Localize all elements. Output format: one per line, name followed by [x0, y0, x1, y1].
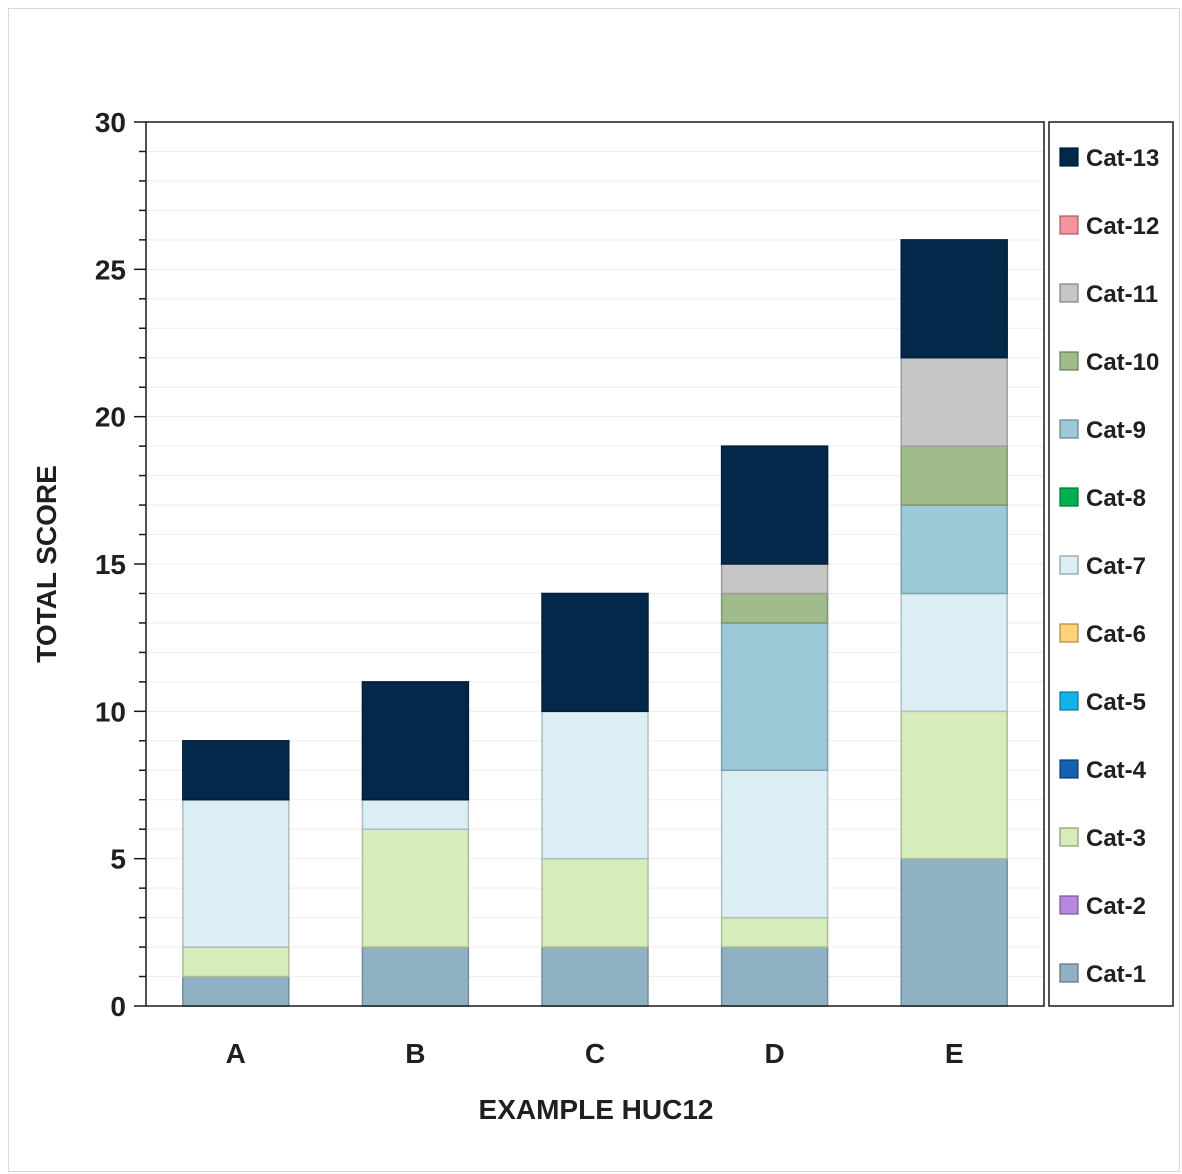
legend-label: Cat-3	[1086, 825, 1146, 852]
legend-swatch	[1059, 827, 1079, 847]
legend-swatch	[1059, 487, 1079, 507]
y-tick-label: 15	[95, 549, 126, 580]
bar-segment-cat-3	[541, 857, 649, 948]
y-tick-label: 30	[95, 107, 126, 138]
legend-swatch	[1059, 147, 1079, 167]
legend-label: Cat-4	[1086, 757, 1147, 784]
bar-segment-cat-1	[720, 946, 829, 1007]
bar-segment-cat-10	[720, 592, 829, 624]
bar-segment-cat-7	[541, 710, 649, 860]
legend-swatch	[1059, 623, 1079, 643]
bar-segment-cat-10	[900, 445, 1008, 506]
bar-segment-cat-11	[720, 563, 829, 595]
legend-swatch	[1059, 895, 1079, 915]
y-tick-label: 20	[95, 402, 126, 433]
legend-label: Cat-10	[1086, 349, 1159, 376]
bar-segment-cat-3	[182, 946, 290, 978]
bar-segment-cat-3	[720, 916, 829, 948]
legend-swatch	[1059, 963, 1079, 983]
y-tick-label: 0	[110, 991, 126, 1022]
x-tick-label: B	[405, 1038, 425, 1069]
bars	[182, 239, 1008, 1007]
x-tick-label: E	[945, 1038, 964, 1069]
bar-segment-cat-1	[541, 946, 649, 1007]
legend-label: Cat-1	[1086, 961, 1146, 988]
bar-segment-cat-7	[720, 769, 829, 919]
x-tick-label: D	[764, 1038, 784, 1069]
bar-segment-cat-13	[541, 592, 649, 713]
bar-segment-cat-7	[900, 592, 1008, 713]
legend-label: Cat-7	[1086, 553, 1146, 580]
x-tick-label: A	[226, 1038, 246, 1069]
y-tick-label: 25	[95, 254, 126, 285]
bar-segment-cat-3	[900, 710, 1008, 860]
bar-segment-cat-1	[182, 975, 290, 1007]
bar-segment-cat-7	[182, 798, 290, 948]
bar-segment-cat-9	[900, 504, 1008, 595]
legend-label: Cat-9	[1086, 417, 1146, 444]
legend: Cat-13 Cat-12 Cat-11 Cat-10 Cat-9 Cat-8 Cat-7 C…	[1059, 145, 1159, 988]
bar-segment-cat-13	[182, 740, 290, 801]
bar-segment-cat-11	[900, 356, 1008, 447]
legend-swatch	[1059, 419, 1079, 439]
bar-segment-cat-7	[361, 798, 470, 830]
legend-swatch	[1059, 351, 1079, 371]
y-tick-label: 10	[95, 696, 126, 727]
bar-segment-cat-13	[720, 445, 829, 565]
y-axis: 0 5 10 15 20 25 30	[95, 107, 146, 1022]
x-axis-title: EXAMPLE HUC12	[479, 1094, 714, 1125]
x-tick-label: C	[585, 1038, 605, 1069]
legend-swatch	[1059, 215, 1079, 235]
legend-label: Cat-11	[1086, 281, 1158, 308]
bar-segment-cat-13	[361, 681, 470, 801]
legend-label: Cat-12	[1086, 213, 1159, 240]
legend-label: Cat-2	[1086, 893, 1146, 920]
bar-segment-cat-13	[900, 239, 1008, 359]
legend-label: Cat-5	[1086, 689, 1146, 716]
bar-segment-cat-1	[900, 857, 1008, 1007]
legend-label: Cat-6	[1086, 621, 1146, 648]
legend-swatch	[1059, 691, 1079, 711]
bar-segment-cat-9	[720, 622, 829, 772]
bar-segment-cat-1	[361, 946, 470, 1007]
y-tick-label: 5	[110, 844, 126, 875]
legend-swatch	[1059, 283, 1079, 303]
bar-segment-cat-3	[361, 828, 470, 948]
x-axis: A B C D E	[226, 1038, 964, 1069]
legend-label: Cat-13	[1086, 145, 1159, 172]
legend-swatch	[1059, 555, 1079, 575]
legend-swatch	[1059, 759, 1079, 779]
y-axis-title: TOTAL SCORE	[31, 465, 62, 663]
legend-label: Cat-8	[1086, 485, 1146, 512]
